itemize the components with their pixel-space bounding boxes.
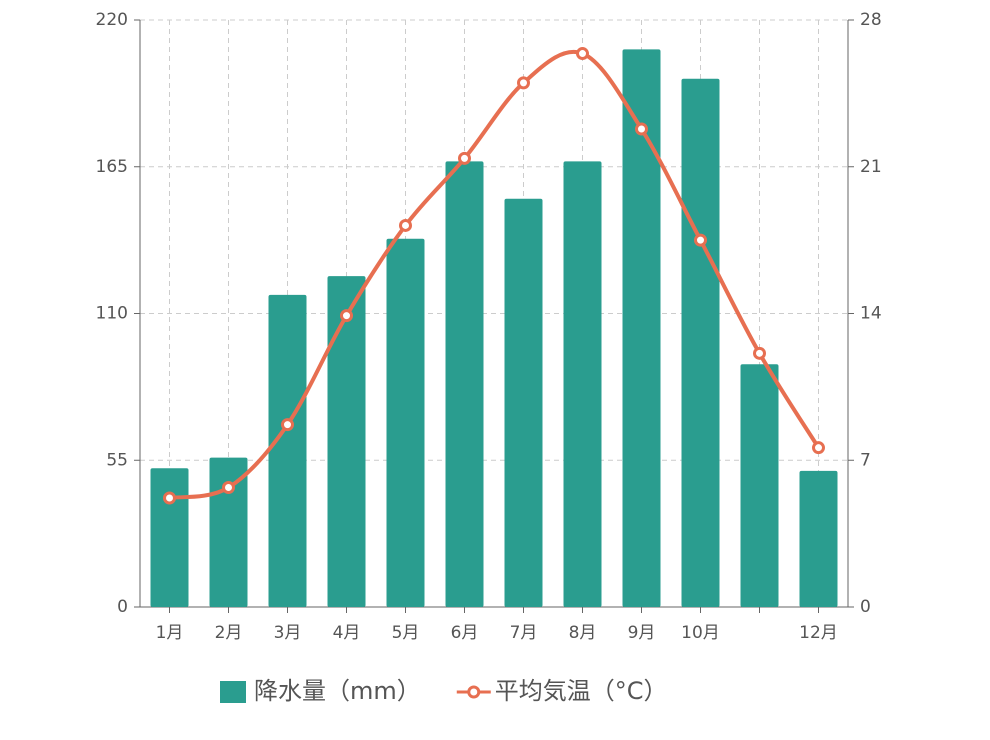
line-point (753, 346, 766, 360)
x-tick-label: 5月 (392, 623, 420, 643)
y2-tick-label: 14 (860, 304, 882, 324)
legend-swatch (220, 681, 246, 703)
line-point (281, 418, 294, 432)
x-tick-label: 1月 (156, 623, 184, 643)
bar (386, 238, 425, 608)
bar (563, 161, 602, 607)
x-tick-label: 8月 (569, 623, 597, 643)
line (169, 49, 821, 500)
line-point (399, 218, 412, 232)
legend-swatch (467, 685, 481, 699)
x-tick-label: 9月 (628, 623, 656, 643)
y-tick-label: 0 (117, 597, 128, 617)
y2-tick-label: 0 (860, 597, 871, 617)
line-point (340, 309, 353, 323)
bar (327, 276, 366, 607)
bar (209, 457, 248, 607)
x-tick-label: 3月 (274, 623, 302, 643)
y2-tick-label: 7 (860, 450, 871, 470)
y-tick-label: 165 (96, 157, 128, 177)
bar (268, 294, 307, 607)
line-point (163, 491, 176, 505)
y2-tick-label: 28 (860, 10, 882, 30)
legend-label: 降水量（mm） (254, 677, 421, 705)
y-tick-label: 220 (96, 10, 128, 30)
line-point (812, 441, 825, 455)
line-point (222, 481, 235, 495)
x-tick-label: 6月 (451, 623, 479, 643)
bar (799, 470, 838, 607)
bar (504, 198, 543, 607)
y-tick-label: 55 (106, 450, 128, 470)
line-point (576, 47, 589, 61)
x-tick-label: 4月 (333, 623, 361, 643)
bar (622, 49, 661, 608)
bar (445, 161, 484, 607)
x-tick-label: 2月 (215, 623, 243, 643)
x-tick-label: 7月 (510, 623, 538, 643)
line-point (517, 76, 530, 90)
bar (740, 364, 779, 607)
legend-label: 平均気温（°C） (495, 677, 668, 705)
line-point (694, 233, 707, 247)
x-tick-label: 10月 (681, 623, 720, 643)
bar (681, 78, 720, 607)
bar (150, 468, 189, 607)
y-tick-label: 110 (96, 304, 128, 324)
y2-tick-label: 21 (860, 157, 882, 177)
x-tick-label: 12月 (799, 623, 838, 643)
line-point (635, 122, 648, 136)
line-point (458, 151, 471, 165)
